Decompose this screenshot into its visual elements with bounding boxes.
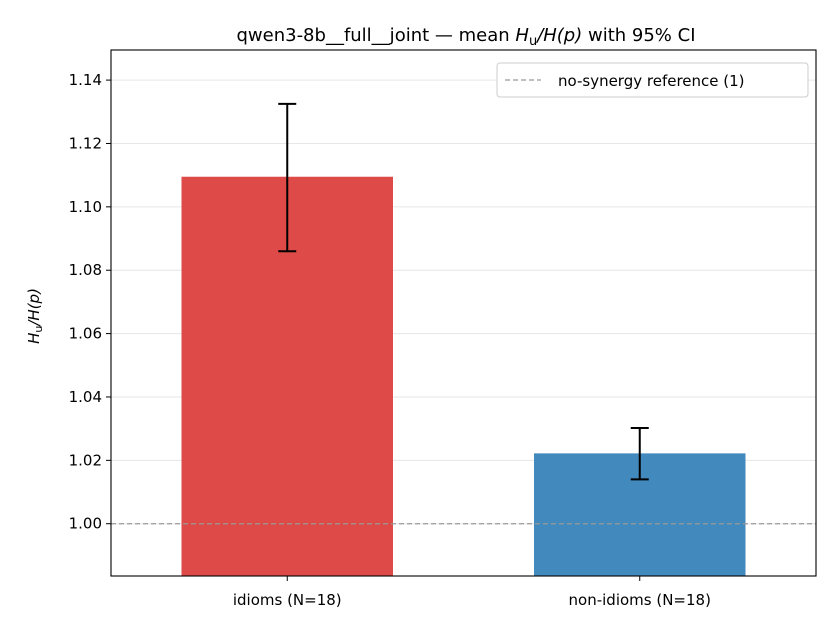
bars [181, 176, 746, 576]
ylabel-h: H [25, 333, 43, 344]
y-axis-label: Hu/H(p) [25, 288, 45, 344]
x-tick-label: non-idioms (N=18) [569, 591, 711, 609]
y-tick-label: 1.02 [69, 451, 102, 469]
chart-title: qwen3-8b__full__joint — mean Hu/H(p) wit… [236, 25, 695, 49]
ylabel-sub: u [32, 326, 45, 333]
title-prefix: qwen3-8b__full__joint — mean [236, 25, 515, 46]
x-tick-label: idioms (N=18) [233, 591, 342, 609]
y-tick-label: 1.08 [69, 261, 102, 279]
y-tick-label: 1.10 [69, 198, 102, 216]
title-math-rest: /H(p) [535, 25, 582, 46]
title-math-h: H [515, 25, 529, 46]
x-ticks: idioms (N=18) non-idioms (N=18) [233, 576, 711, 609]
y-tick-label: 1.12 [69, 134, 102, 152]
y-ticks: 1.00 1.02 1.04 1.06 1.08 1.10 1.12 1.14 [69, 71, 111, 533]
plot-frame [110, 49, 817, 577]
title-suffix: with 95% CI [582, 25, 695, 46]
y-tick-label: 1.00 [69, 515, 102, 533]
y-tick-label: 1.14 [69, 71, 102, 89]
error-bars [278, 102, 649, 481]
legend: no-synergy reference (1) [496, 62, 809, 98]
title-math-sub: u [529, 34, 537, 49]
y-tick-label: 1.06 [69, 325, 102, 343]
ylabel-rest: /H(p) [25, 288, 43, 328]
y-tick-label: 1.04 [69, 388, 102, 406]
legend-label: no-synergy reference (1) [558, 72, 745, 90]
legend-box [496, 62, 809, 98]
